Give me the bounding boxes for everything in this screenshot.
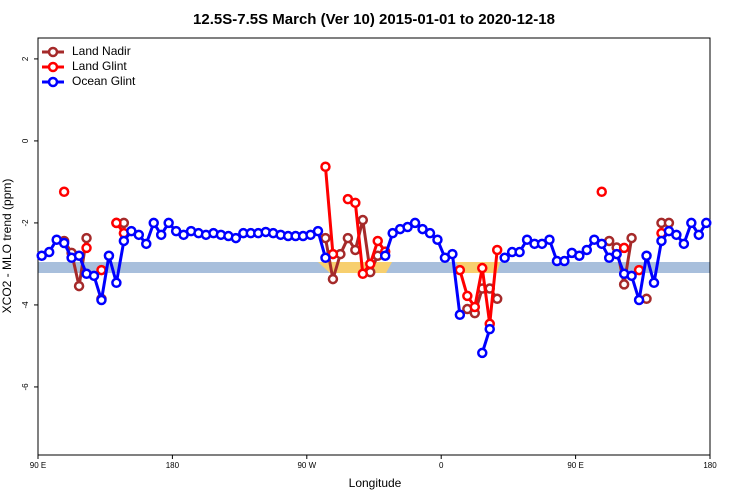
x-tick-label: 0 <box>439 461 444 470</box>
data-point <box>133 229 145 241</box>
x-tick-label: 90 E <box>567 461 583 470</box>
y-tick-label: 2 <box>21 56 30 61</box>
data-point <box>111 277 122 289</box>
data-point <box>387 227 398 239</box>
data-point <box>320 252 331 264</box>
data-point <box>678 238 690 250</box>
data-point <box>424 227 436 239</box>
data-point <box>365 258 376 270</box>
data-point <box>596 238 607 250</box>
data-point <box>402 221 413 233</box>
data-point <box>499 252 510 264</box>
data-point <box>96 294 107 306</box>
x-tick-label: 180 <box>166 461 180 470</box>
data-point <box>81 242 92 254</box>
data-point <box>73 280 85 292</box>
data-point <box>155 229 167 241</box>
data-point <box>96 264 107 276</box>
data-point <box>633 294 645 306</box>
data-point <box>454 309 466 321</box>
data-point <box>447 248 458 260</box>
y-tick-label: 0 <box>21 138 30 143</box>
data-point <box>141 238 152 250</box>
data-point <box>491 293 503 305</box>
data-point <box>320 232 331 244</box>
legend-swatch <box>47 61 59 73</box>
data-point <box>43 246 55 258</box>
data-point <box>312 225 324 237</box>
data-point <box>372 235 383 247</box>
data-point <box>454 264 466 276</box>
data-point <box>409 217 421 229</box>
data-point <box>88 270 100 282</box>
data-point <box>544 234 555 245</box>
y-tick-label: -6 <box>21 383 30 391</box>
data-point <box>73 250 85 261</box>
data-point <box>469 301 481 313</box>
data-point <box>379 250 391 261</box>
data-point <box>648 277 660 289</box>
data-point <box>686 217 697 229</box>
data-point <box>111 217 122 229</box>
data-point <box>514 246 525 258</box>
data-point <box>618 242 630 254</box>
y-tick-label: -4 <box>21 301 30 309</box>
data-point <box>357 214 369 226</box>
legend-label: Ocean Glint <box>72 74 136 88</box>
data-point <box>417 223 428 235</box>
data-point <box>536 238 548 250</box>
data-point <box>81 232 92 244</box>
data-point <box>350 197 361 209</box>
data-point <box>432 234 443 245</box>
data-point <box>611 248 622 260</box>
data-point <box>350 244 361 256</box>
chart-title: 12.5S-7.5S March (Ver 10) 2015-01-01 to … <box>193 11 555 28</box>
data-point <box>626 270 637 282</box>
data-point <box>589 234 600 245</box>
data-point <box>148 217 159 229</box>
data-point <box>477 262 488 274</box>
y-tick-label: -2 <box>21 219 30 227</box>
y-axis-label: XCO2 - MLO trend (ppm) <box>0 179 14 314</box>
data-point <box>327 273 339 285</box>
data-point <box>618 279 630 290</box>
data-point <box>641 250 652 261</box>
data-point <box>581 244 593 256</box>
data-point <box>58 237 70 249</box>
data-point <box>491 244 503 256</box>
data-point <box>477 347 488 359</box>
data-point <box>701 217 712 229</box>
x-tick-label: 90 E <box>30 461 46 470</box>
data-point <box>462 290 473 302</box>
data-point <box>320 161 331 172</box>
data-point <box>633 264 645 276</box>
data-point <box>357 268 369 280</box>
x-axis-label: Longitude <box>349 476 402 490</box>
x-tick-label: 90 W <box>297 461 316 470</box>
data-point <box>663 217 675 229</box>
legend-label: Land Nadir <box>72 44 131 58</box>
plot-frame <box>37 37 711 456</box>
data-point <box>521 234 533 245</box>
data-point <box>58 186 70 198</box>
data-point <box>342 232 354 244</box>
data-point <box>103 250 115 261</box>
data-point <box>574 250 585 261</box>
data-point <box>693 229 705 241</box>
data-point <box>163 217 174 229</box>
data-point <box>596 186 607 198</box>
data-point <box>656 235 667 247</box>
x-tick-label: 180 <box>703 461 717 470</box>
legend-swatch <box>47 46 59 58</box>
legend-label: Land Glint <box>72 59 127 73</box>
data-point <box>230 232 242 244</box>
data-point <box>484 323 495 335</box>
data-point <box>671 229 682 241</box>
data-point <box>559 255 570 267</box>
legend-swatch <box>47 76 59 88</box>
data-point <box>118 235 130 247</box>
data-point <box>626 232 637 244</box>
